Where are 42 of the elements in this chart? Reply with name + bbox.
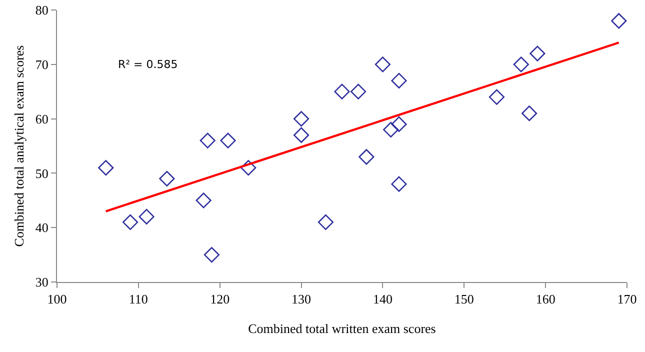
x-tick-label: 110 xyxy=(128,292,148,307)
point xyxy=(196,192,212,208)
x-tick-label: 120 xyxy=(210,292,230,307)
point xyxy=(611,13,627,29)
point xyxy=(374,56,391,72)
point xyxy=(293,111,310,127)
y-tick-label: 70 xyxy=(35,56,48,72)
point xyxy=(318,214,334,230)
x-tick-label: 140 xyxy=(372,292,392,307)
annotation: R² = 0.585 xyxy=(118,58,178,71)
point xyxy=(98,160,114,176)
x-tick-label: 150 xyxy=(454,292,474,307)
point xyxy=(159,170,175,186)
point xyxy=(358,149,374,165)
x-tick-label: 160 xyxy=(536,292,556,307)
point xyxy=(122,214,138,230)
y-tick-label: 60 xyxy=(35,111,48,126)
y-tick-label: 40 xyxy=(35,220,48,236)
point xyxy=(391,72,407,89)
x-tick-label: 100 xyxy=(47,292,67,307)
point xyxy=(204,247,220,263)
y-tick-label: 50 xyxy=(35,166,48,181)
point xyxy=(293,127,310,143)
point xyxy=(488,89,505,105)
point xyxy=(138,208,154,225)
point xyxy=(200,132,216,148)
y-tick-label: 30 xyxy=(35,274,48,290)
x-axis-title: Combined total written exam scores xyxy=(248,321,436,336)
point xyxy=(240,160,256,176)
point xyxy=(391,116,407,132)
x-tick-label: 130 xyxy=(292,292,312,307)
y-axis-title: Combined total analytical exam scores xyxy=(11,45,26,247)
point xyxy=(350,84,366,100)
point xyxy=(391,176,407,192)
point xyxy=(530,46,546,62)
point xyxy=(334,84,350,100)
y-tick-label: 80 xyxy=(35,2,48,18)
point xyxy=(383,122,399,138)
point xyxy=(513,56,529,72)
point xyxy=(521,106,538,122)
point xyxy=(220,132,236,148)
x-tick-label: 170 xyxy=(617,292,637,307)
